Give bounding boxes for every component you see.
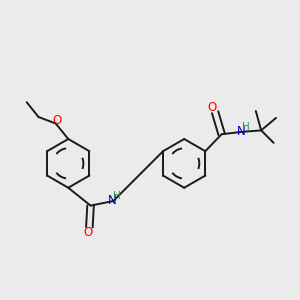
Text: H: H xyxy=(242,122,250,132)
Text: O: O xyxy=(84,226,93,239)
Text: O: O xyxy=(52,114,61,127)
Text: N: N xyxy=(108,194,116,207)
Text: H: H xyxy=(113,191,121,201)
Text: N: N xyxy=(237,125,245,138)
Text: O: O xyxy=(207,101,216,114)
